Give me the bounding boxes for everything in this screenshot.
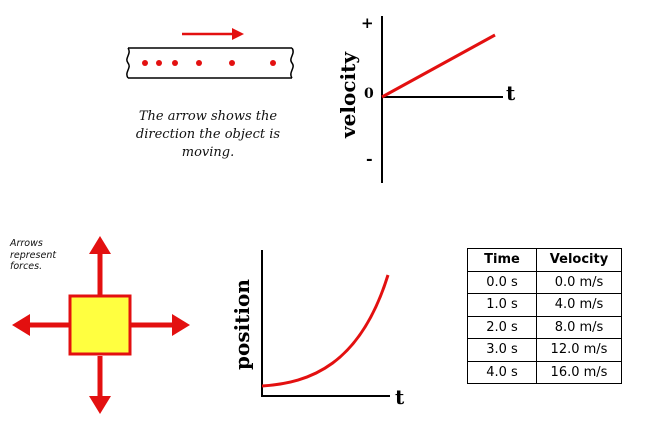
table-header-row: Time Velocity xyxy=(467,248,622,272)
table-cell: 3.0 s xyxy=(467,338,537,362)
velocity-zero-label: 0 xyxy=(364,86,374,102)
direction-arrow xyxy=(182,28,244,40)
position-curve xyxy=(261,274,390,388)
velocity-graph xyxy=(381,16,503,183)
note-line: forces. xyxy=(10,261,43,272)
table-row: 2.0 s 8.0 m/s xyxy=(467,315,622,339)
position-axis-label: position xyxy=(230,279,254,370)
motion-dot xyxy=(229,60,235,66)
table-cell: 4.0 m/s xyxy=(536,293,622,317)
velocity-minus-label: - xyxy=(366,149,373,168)
position-t-label: t xyxy=(395,385,405,409)
forces-note: Arrows represent forces. xyxy=(10,238,70,273)
table-cell: 0.0 m/s xyxy=(536,270,622,294)
table-cell: 8.0 m/s xyxy=(536,315,622,339)
velocity-plus-label: + xyxy=(361,14,374,32)
force-arrow-down xyxy=(89,356,111,414)
force-diagram xyxy=(12,236,190,414)
motion-dot xyxy=(142,60,148,66)
table-cell: 1.0 s xyxy=(467,293,537,317)
velocity-line xyxy=(381,33,496,99)
table-cell: 4.0 s xyxy=(467,360,537,384)
motion-dot xyxy=(196,60,202,66)
table-row: 3.0 s 12.0 m/s xyxy=(467,338,622,362)
velocity-t-label: t xyxy=(506,81,516,105)
force-arrow-left xyxy=(12,314,70,336)
table-cell: 16.0 m/s xyxy=(536,360,622,384)
table-cell: 12.0 m/s xyxy=(536,338,622,362)
position-graph xyxy=(261,250,390,397)
time-velocity-table: Time Velocity 0.0 s 0.0 m/s 1.0 s 4.0 m/… xyxy=(467,248,622,384)
motion-dot xyxy=(156,60,162,66)
caption-line: moving. xyxy=(181,145,235,160)
table-cell: 2.0 s xyxy=(467,315,537,339)
table-row: 1.0 s 4.0 m/s xyxy=(467,293,622,317)
table-cell: 0.0 s xyxy=(467,270,537,294)
motion-dots xyxy=(142,60,276,66)
table-row: 4.0 s 16.0 m/s xyxy=(467,360,622,384)
table-header-time: Time xyxy=(467,248,537,272)
table-header-velocity: Velocity xyxy=(536,248,622,272)
caption-line: The arrow shows the xyxy=(138,109,278,124)
motion-dot xyxy=(270,60,276,66)
force-box xyxy=(68,294,132,356)
note-line: Arrows xyxy=(10,238,43,249)
table-row: 0.0 s 0.0 m/s xyxy=(467,270,622,294)
force-arrow-up xyxy=(89,236,111,295)
motion-caption: The arrow shows the direction the object… xyxy=(118,108,298,162)
motion-dot xyxy=(172,60,178,66)
ticker-tape xyxy=(126,47,294,79)
force-arrow-right xyxy=(131,314,190,336)
note-line: represent xyxy=(10,249,57,261)
caption-line: direction the object is xyxy=(135,127,281,142)
motion-diagram xyxy=(126,28,294,79)
velocity-axis-label: velocity xyxy=(336,52,360,138)
